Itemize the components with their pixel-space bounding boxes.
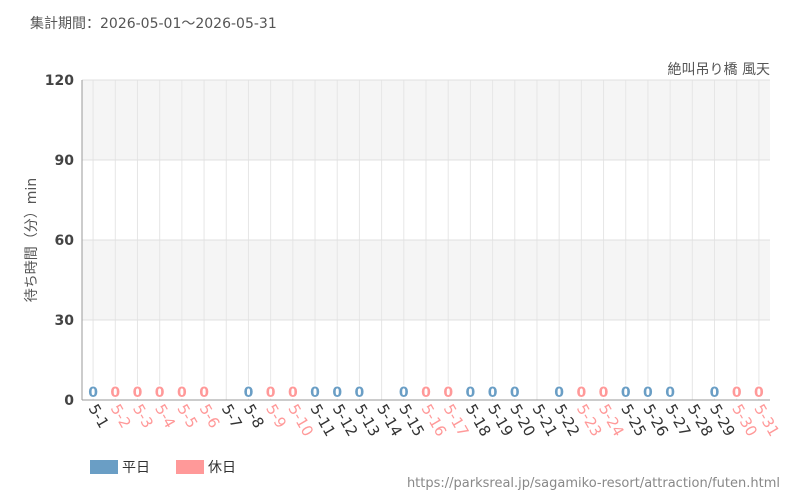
x-tick-label: 5-3 bbox=[129, 401, 157, 431]
x-tick-label: 5-2 bbox=[107, 401, 135, 431]
data-label: 0 bbox=[310, 385, 320, 401]
data-label: 0 bbox=[621, 385, 631, 401]
x-tick-label: 5-1 bbox=[85, 401, 113, 431]
x-tick-label: 5-6 bbox=[196, 401, 224, 431]
chart-title: 集計期間：2026-05-01〜2026-05-31 bbox=[30, 15, 277, 32]
data-label: 0 bbox=[754, 385, 764, 401]
x-tick-label: 5-8 bbox=[240, 401, 268, 431]
x-tick-label: 5-4 bbox=[151, 401, 179, 431]
legend-label: 平日 bbox=[122, 460, 150, 476]
y-axis-label: 待ち時間（分）min bbox=[24, 178, 40, 302]
chart-subtitle: 絶叫吊り橋 風天 bbox=[668, 62, 770, 78]
data-label: 0 bbox=[466, 385, 476, 401]
data-label: 0 bbox=[399, 385, 409, 401]
x-tick-label: 5-7 bbox=[218, 401, 246, 431]
data-label: 0 bbox=[110, 385, 120, 401]
data-label: 0 bbox=[266, 385, 276, 401]
data-label: 0 bbox=[288, 385, 298, 401]
data-label: 0 bbox=[710, 385, 720, 401]
x-tick-label: 5-9 bbox=[262, 401, 290, 431]
legend-swatch bbox=[90, 460, 118, 474]
x-tick-label: 5-5 bbox=[173, 401, 201, 431]
y-tick-label: 120 bbox=[45, 73, 74, 89]
legend-swatch bbox=[176, 460, 204, 474]
y-tick-label: 90 bbox=[55, 153, 75, 169]
data-label: 0 bbox=[332, 385, 342, 401]
data-label: 0 bbox=[244, 385, 254, 401]
data-label: 0 bbox=[488, 385, 498, 401]
data-label: 0 bbox=[665, 385, 675, 401]
data-label: 0 bbox=[443, 385, 453, 401]
data-label: 0 bbox=[732, 385, 742, 401]
data-label: 0 bbox=[199, 385, 209, 401]
y-tick-label: 30 bbox=[55, 313, 75, 329]
data-label: 0 bbox=[576, 385, 586, 401]
data-label: 0 bbox=[355, 385, 365, 401]
data-label: 0 bbox=[177, 385, 187, 401]
y-tick-label: 60 bbox=[55, 233, 75, 249]
legend-label: 休日 bbox=[208, 460, 236, 476]
data-label: 0 bbox=[133, 385, 143, 401]
data-label: 0 bbox=[155, 385, 165, 401]
data-label: 0 bbox=[510, 385, 520, 401]
data-label: 0 bbox=[554, 385, 564, 401]
data-label: 0 bbox=[421, 385, 431, 401]
y-tick-label: 0 bbox=[64, 393, 74, 409]
data-label: 0 bbox=[599, 385, 609, 401]
data-label: 0 bbox=[88, 385, 98, 401]
footer: https://parksreal.jp/sagamiko-resort/att… bbox=[407, 476, 780, 491]
data-label: 0 bbox=[643, 385, 653, 401]
